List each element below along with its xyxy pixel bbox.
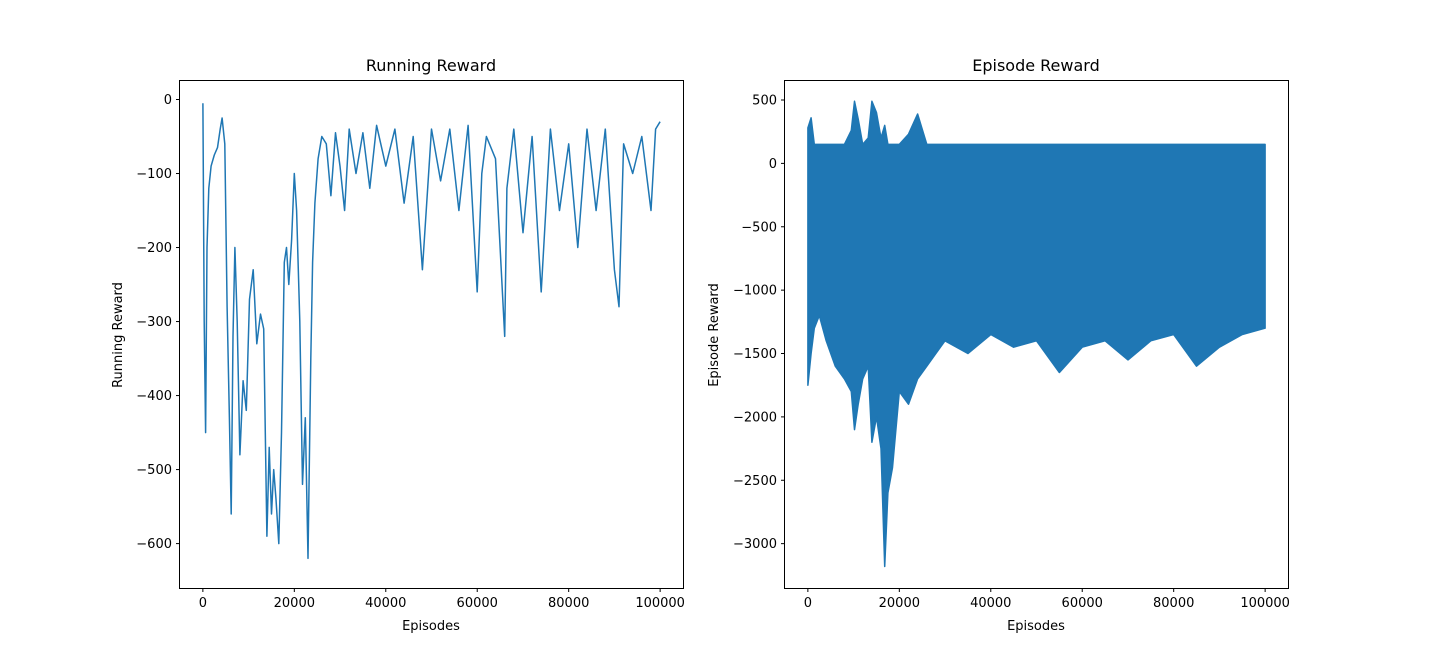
axes-frame <box>179 80 684 589</box>
plot-area <box>807 100 1266 568</box>
chart-title: Running Reward <box>366 56 496 75</box>
y-tick-label: −200 <box>136 241 172 256</box>
x-tick-label: 0 <box>199 596 207 611</box>
x-tick-label: 40000 <box>970 596 1011 611</box>
x-tick-label: 20000 <box>879 596 920 611</box>
running-reward-chart: Running Reward 0 20000 40000 60000 80000 1000… <box>111 56 685 634</box>
y-tick-label: −3000 <box>733 537 777 552</box>
y-tick-label: −600 <box>136 537 172 552</box>
y-axis-ticks: 500 0 −500 −1000 −1500 −2000 −2500 −3000 <box>733 94 785 552</box>
y-tick-label: −1500 <box>733 347 777 362</box>
y-tick-label: −500 <box>741 220 777 235</box>
y-tick-label: −500 <box>136 463 172 478</box>
y-tick-label: 0 <box>769 157 777 172</box>
x-tick-label: 60000 <box>1062 596 1103 611</box>
y-axis-label: Episode Reward <box>707 283 722 387</box>
x-axis-ticks: 0 20000 40000 60000 80000 100000 <box>199 588 685 611</box>
y-axis-label: Running Reward <box>111 282 126 388</box>
x-axis-ticks: 0 20000 40000 60000 80000 100000 <box>804 588 1290 611</box>
chart-title: Episode Reward <box>972 56 1100 75</box>
y-tick-label: −2000 <box>733 410 777 425</box>
x-axis-label: Episodes <box>1007 619 1065 634</box>
y-tick-label: −400 <box>136 389 172 404</box>
y-tick-label: −100 <box>136 167 172 182</box>
y-axis-ticks: 0 −100 −200 −300 −400 −500 −600 <box>136 93 180 552</box>
x-tick-label: 80000 <box>1153 596 1194 611</box>
y-tick-label: −300 <box>136 315 172 330</box>
x-tick-label: 40000 <box>365 596 406 611</box>
x-tick-label: 100000 <box>1240 596 1290 611</box>
series-line <box>202 103 661 560</box>
y-tick-label: 500 <box>752 94 777 109</box>
plot-area <box>202 103 661 560</box>
y-tick-label: −1000 <box>733 284 777 299</box>
x-tick-label: 80000 <box>548 596 589 611</box>
x-tick-label: 0 <box>804 596 812 611</box>
episode-reward-chart: Episode Reward 0 20000 40000 60000 80000 1000… <box>707 56 1290 634</box>
y-tick-label: −2500 <box>733 474 777 489</box>
x-tick-label: 20000 <box>274 596 315 611</box>
series-band <box>807 100 1266 568</box>
x-tick-label: 60000 <box>457 596 498 611</box>
axes-frame <box>784 80 1289 589</box>
x-tick-label: 100000 <box>635 596 685 611</box>
x-axis-label: Episodes <box>402 619 460 634</box>
y-tick-label: 0 <box>164 93 172 108</box>
